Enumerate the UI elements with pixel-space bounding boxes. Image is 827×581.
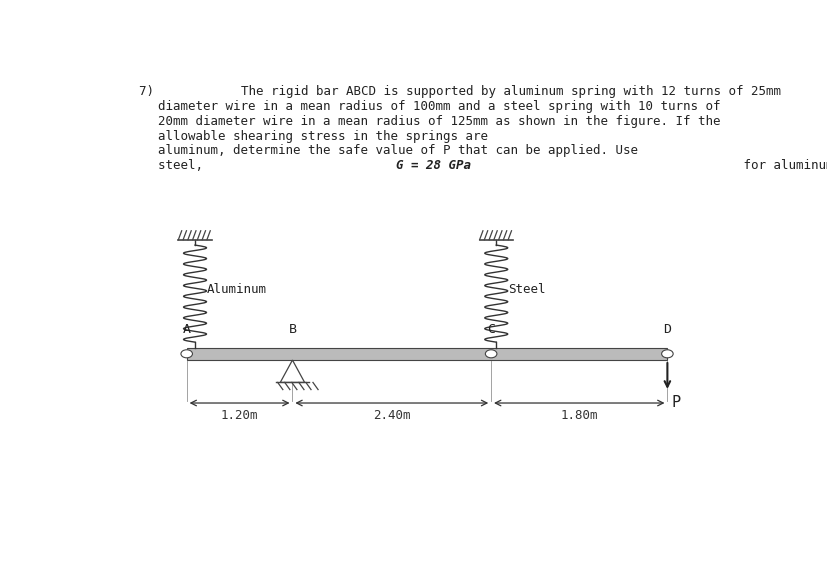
Text: Steel: Steel [508, 282, 545, 296]
Bar [187, 347, 667, 360]
Text: G = 28 GPa: G = 28 GPa [396, 159, 471, 172]
Text: Aluminum: Aluminum [207, 282, 266, 296]
Text: 7): 7) [139, 85, 161, 98]
Text: The rigid bar ABCD is supported by aluminum spring with 12 turns of 25mm: The rigid bar ABCD is supported by alumi… [241, 85, 781, 98]
Text: P: P [672, 396, 681, 410]
Text: diameter wire in a mean radius of 100mm and a steel spring with 10 turns of: diameter wire in a mean radius of 100mm … [158, 100, 720, 113]
Polygon shape [280, 360, 304, 382]
Text: 1.80m: 1.80m [561, 409, 598, 422]
Circle shape [485, 350, 497, 358]
Text: for aluminum and Equation (3-10): for aluminum and Equation (3-10) [736, 159, 827, 172]
Text: aluminum, determine the safe value of P that can be applied. Use: aluminum, determine the safe value of P … [158, 145, 645, 157]
Text: allowable shearing stress in the springs are: allowable shearing stress in the springs… [158, 130, 495, 143]
Text: A: A [183, 324, 191, 336]
Circle shape [662, 350, 673, 358]
Text: 2.40m: 2.40m [373, 409, 410, 422]
Text: B: B [289, 324, 297, 336]
Text: C: C [487, 324, 495, 336]
Text: steel,: steel, [158, 159, 210, 172]
Text: 20mm diameter wire in a mean radius of 125mm as shown in the figure. If the: 20mm diameter wire in a mean radius of 1… [158, 115, 720, 128]
Text: 1.20m: 1.20m [221, 409, 258, 422]
Circle shape [181, 350, 193, 358]
Text: D: D [663, 324, 672, 336]
